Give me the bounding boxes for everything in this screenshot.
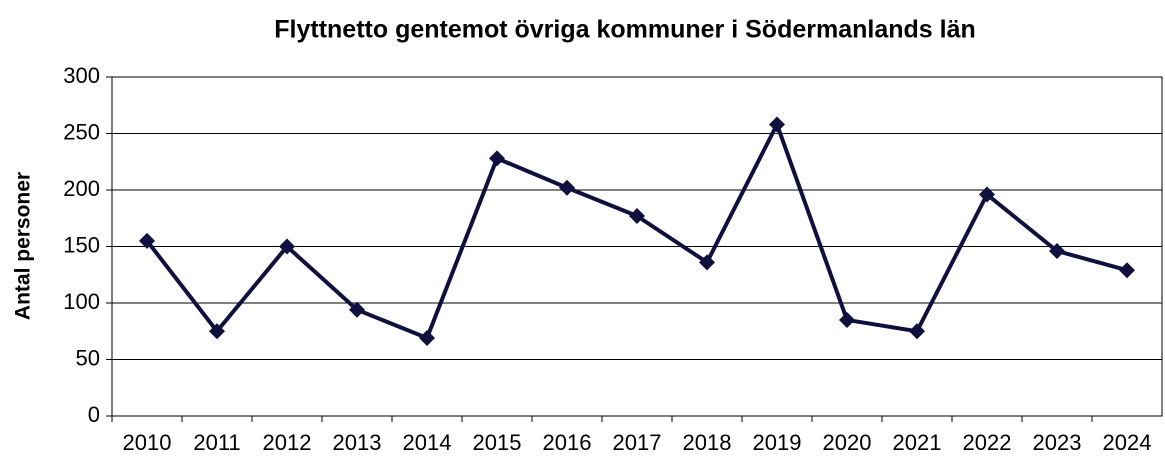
y-tick-label: 150 bbox=[63, 232, 100, 257]
x-tick-label: 2016 bbox=[543, 430, 592, 455]
y-tick-label: 250 bbox=[63, 119, 100, 144]
marker bbox=[139, 232, 155, 249]
x-tick-label: 2024 bbox=[1103, 430, 1152, 455]
marker bbox=[559, 179, 575, 196]
y-tick-label: 100 bbox=[63, 289, 100, 314]
x-tick-label: 2012 bbox=[263, 430, 312, 455]
x-tick-label: 2021 bbox=[893, 430, 942, 455]
marker bbox=[979, 186, 995, 203]
x-tick-label: 2018 bbox=[683, 430, 732, 455]
chart-title: Flyttnetto gentemot övriga kommuner i Sö… bbox=[274, 16, 976, 44]
y-tick-label: 50 bbox=[76, 345, 100, 370]
marker bbox=[1119, 262, 1135, 279]
y-tick-label: 0 bbox=[88, 402, 100, 427]
marker bbox=[489, 150, 505, 167]
marker bbox=[769, 116, 785, 133]
marker bbox=[349, 301, 365, 318]
y-axis-label: Antal personer bbox=[12, 172, 35, 320]
marker bbox=[279, 238, 295, 255]
x-tick-label: 2017 bbox=[613, 430, 662, 455]
x-tick-label: 2015 bbox=[473, 430, 522, 455]
marker bbox=[419, 330, 435, 347]
line bbox=[145, 122, 1128, 341]
marker bbox=[699, 254, 715, 271]
marker bbox=[839, 311, 855, 328]
x-tick-label: 2020 bbox=[823, 430, 872, 455]
x-tick-label: 2023 bbox=[1033, 430, 1082, 455]
marker bbox=[209, 323, 225, 340]
x-tick-label: 2013 bbox=[333, 430, 382, 455]
x-tick-label: 2014 bbox=[403, 430, 452, 455]
marker bbox=[629, 207, 645, 224]
x-tick-label: 2010 bbox=[123, 430, 172, 455]
x-tick-label: 2022 bbox=[963, 430, 1012, 455]
x-tick-label: 2011 bbox=[193, 430, 240, 455]
marker bbox=[1049, 243, 1065, 260]
x-tick-label: 2019 bbox=[753, 430, 802, 455]
y-tick-label: 200 bbox=[63, 176, 100, 201]
marker bbox=[909, 323, 925, 340]
y-tick-label: 300 bbox=[63, 63, 100, 88]
